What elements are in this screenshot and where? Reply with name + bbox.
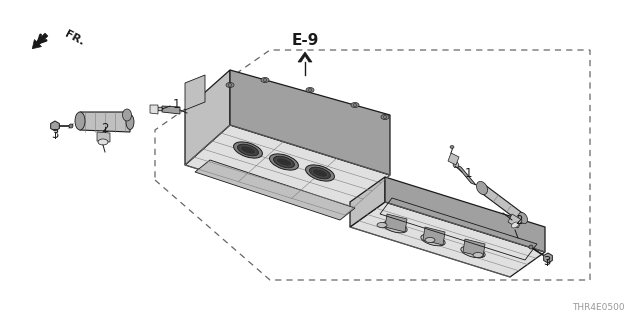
Ellipse shape [126,115,134,130]
Polygon shape [51,121,60,131]
Polygon shape [298,52,312,62]
Text: THR4E0500: THR4E0500 [572,303,625,312]
Ellipse shape [476,181,488,195]
Ellipse shape [473,252,483,258]
Polygon shape [97,132,110,142]
Ellipse shape [234,142,262,158]
Ellipse shape [69,124,73,128]
Ellipse shape [198,93,202,97]
Polygon shape [350,177,385,227]
Ellipse shape [425,237,435,243]
Ellipse shape [240,146,256,154]
Ellipse shape [312,169,328,177]
Text: 3: 3 [543,255,550,268]
Ellipse shape [263,78,267,82]
Polygon shape [480,185,525,222]
Polygon shape [150,105,158,114]
Ellipse shape [237,144,259,156]
Ellipse shape [122,109,131,121]
Text: 2: 2 [515,214,522,228]
Ellipse shape [269,154,298,170]
Ellipse shape [383,221,407,233]
Ellipse shape [421,234,445,246]
Polygon shape [162,106,180,114]
Text: 3: 3 [51,128,59,141]
Ellipse shape [98,139,108,145]
Ellipse shape [518,212,527,224]
Ellipse shape [308,89,312,92]
Ellipse shape [273,156,294,168]
Ellipse shape [353,103,357,107]
Ellipse shape [377,222,387,228]
Ellipse shape [529,245,533,249]
Polygon shape [185,70,230,165]
Ellipse shape [351,102,359,108]
Polygon shape [185,75,205,110]
Polygon shape [456,165,476,185]
Ellipse shape [381,115,389,119]
Polygon shape [185,125,390,215]
Text: 2: 2 [101,122,109,135]
Polygon shape [195,160,355,220]
Polygon shape [80,112,130,132]
Ellipse shape [306,87,314,92]
Ellipse shape [309,167,331,179]
Text: FR.: FR. [63,29,86,47]
Ellipse shape [226,83,234,87]
Ellipse shape [196,92,204,98]
Polygon shape [543,253,552,263]
Text: 1: 1 [173,98,180,110]
Polygon shape [453,163,459,168]
Polygon shape [32,33,48,49]
Ellipse shape [461,246,485,258]
Polygon shape [385,214,407,232]
Polygon shape [423,227,445,245]
Text: E-9: E-9 [291,33,319,48]
Polygon shape [463,239,485,257]
Ellipse shape [228,84,232,86]
Ellipse shape [75,112,85,130]
Ellipse shape [450,146,454,148]
Polygon shape [508,214,522,228]
Polygon shape [157,107,163,111]
Polygon shape [385,177,545,252]
Polygon shape [230,70,390,175]
Ellipse shape [276,158,292,166]
Ellipse shape [383,116,387,118]
Polygon shape [448,153,459,165]
Ellipse shape [261,77,269,83]
Ellipse shape [305,165,335,181]
Ellipse shape [511,222,518,228]
Polygon shape [350,202,545,277]
Text: 1: 1 [465,166,472,180]
